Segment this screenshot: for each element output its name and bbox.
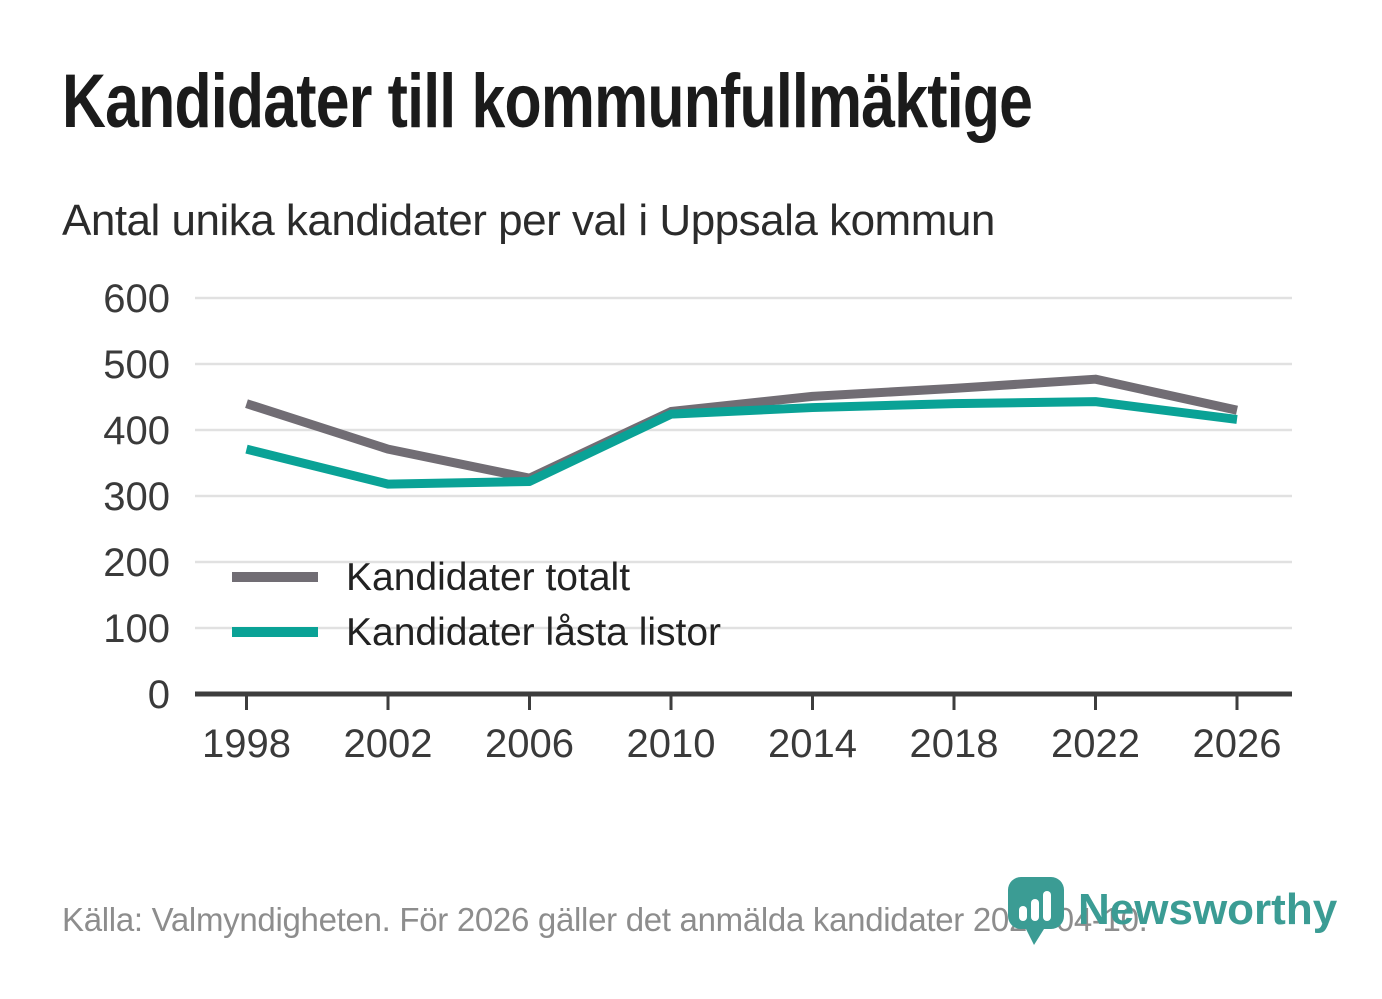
x-tick-label: 1998	[202, 722, 291, 766]
x-tick-label: 2018	[910, 722, 999, 766]
page-title: Kandidater till kommunfullmäktige	[62, 59, 1033, 144]
x-tick-label: 2022	[1051, 722, 1140, 766]
x-tick-label: 2026	[1193, 722, 1282, 766]
legend-swatch	[232, 572, 318, 582]
legend-label: Kandidater totalt	[346, 556, 630, 599]
newsworthy-logo-text: Newsworthy	[1078, 885, 1338, 934]
y-tick-label: 0	[148, 673, 170, 717]
y-tick-label: 500	[103, 343, 170, 387]
series-line-kandidater-l-sta-listor	[245, 397, 1238, 489]
x-tick-label: 2006	[485, 722, 574, 766]
newsworthy-logo-icon	[1008, 877, 1064, 945]
chart-subtitle: Antal unika kandidater per val i Uppsala…	[62, 196, 995, 245]
y-tick-label: 200	[103, 541, 170, 585]
source-note: Källa: Valmyndigheten. För 2026 gäller d…	[62, 901, 1148, 938]
legend-swatch	[232, 627, 318, 637]
x-tick-label: 2014	[768, 722, 857, 766]
y-tick-label: 600	[103, 277, 170, 321]
x-tick-label: 2010	[627, 722, 716, 766]
y-tick-label: 100	[103, 607, 170, 651]
y-tick-label: 400	[103, 409, 170, 453]
x-tick-label: 2002	[344, 722, 433, 766]
y-tick-label: 300	[103, 475, 170, 519]
newsworthy-logo: Newsworthy	[1008, 877, 1337, 945]
legend-label: Kandidater låsta listor	[346, 611, 721, 654]
series-line-kandidater-totalt	[245, 374, 1238, 483]
